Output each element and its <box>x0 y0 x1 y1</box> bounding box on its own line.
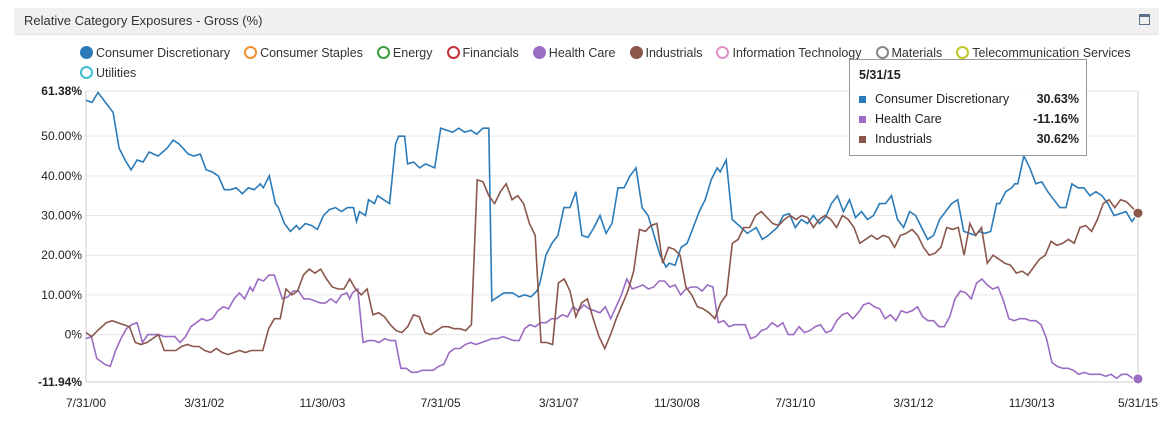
series-lines <box>85 91 1139 380</box>
x-tick-label: 11/30/13 <box>1009 396 1055 410</box>
x-tick-label: 3/31/07 <box>539 396 579 410</box>
chart-legend: Consumer Discretionary Consumer Staples En… <box>80 46 1160 86</box>
x-tick-label: 7/31/00 <box>66 396 106 410</box>
legend-item[interactable]: Utilities <box>80 66 136 80</box>
legend-item[interactable]: Industrials <box>629 46 703 60</box>
y-tick-label: 30.00% <box>41 209 82 223</box>
tooltip-row-value: 30.62% <box>1036 132 1079 146</box>
y-tick-label: 50.00% <box>41 129 82 143</box>
legend-label: Financials <box>462 46 519 60</box>
legend-label: Consumer Staples <box>260 46 363 60</box>
tooltip-date: 5/31/15 <box>859 68 901 82</box>
legend-item[interactable]: Consumer Discretionary <box>80 46 230 60</box>
maximize-icon[interactable] <box>1139 14 1150 25</box>
y-axis-labels: 61.38% 50.00% 40.00% 30.00% 20.00% 10.00% 0% -1… <box>38 84 82 389</box>
legend-item[interactable]: Telecommunication Services <box>956 46 1131 60</box>
legend-label: Telecommunication Services <box>972 46 1131 60</box>
legend-label: Consumer Discretionary <box>96 46 231 60</box>
x-tick-label: 3/31/02 <box>184 396 224 410</box>
tooltip-row: Industrials 30.62% <box>859 132 1079 148</box>
legend-marker-icon <box>80 66 93 79</box>
y-tick-label: 10.00% <box>41 288 82 302</box>
series-line-health-care <box>85 274 1139 380</box>
legend-marker-icon <box>716 46 730 59</box>
x-tick-label: 11/30/08 <box>654 396 700 410</box>
endpoint-industrials <box>1132 207 1144 219</box>
legend-label: Health Care <box>548 46 616 60</box>
legend-marker-icon <box>956 46 970 59</box>
series-endpoints <box>1132 207 1144 385</box>
x-axis-labels: 7/31/00 3/31/02 11/30/03 7/31/05 3/31/07 11/3… <box>66 396 1158 410</box>
legend-label: Utilities <box>96 66 137 80</box>
legend-marker-icon <box>376 46 390 59</box>
legend-marker-icon <box>875 46 889 59</box>
endpoint-health-care <box>1132 373 1144 385</box>
legend-label: Industrials <box>645 46 703 60</box>
legend-marker-icon <box>532 46 546 59</box>
legend-item[interactable]: Materials <box>875 46 943 60</box>
tooltip-row: Consumer Discretionary 30.63% <box>859 92 1079 108</box>
x-tick-label: 7/31/10 <box>775 396 815 410</box>
tooltip-row: Health Care -11.16% <box>859 112 1079 128</box>
tooltip-swatch-2 <box>859 136 866 143</box>
legend-item[interactable]: Consumer Staples <box>244 46 363 60</box>
legend-label: Materials <box>891 46 943 60</box>
y-tick-label: 20.00% <box>41 248 82 262</box>
y-tick-label: 40.00% <box>41 169 82 183</box>
tooltip-row-name: Industrials <box>875 132 932 146</box>
tooltip-row-name: Consumer Discretionary <box>875 92 1010 106</box>
y-tick-label: 0% <box>65 328 83 342</box>
tooltip: 5/31/15 Consumer Discretionary 30.63% He… <box>849 59 1087 156</box>
legend-label: Energy <box>392 46 433 60</box>
tooltip-row-value: -11.16% <box>1033 112 1079 126</box>
legend-item[interactable]: Health Care <box>532 46 616 60</box>
tooltip-swatch-0 <box>859 96 866 103</box>
series-line-consumer-discretionary <box>85 91 1139 303</box>
x-tick-label: 3/31/12 <box>893 396 933 410</box>
legend-marker-icon <box>80 46 93 59</box>
y-tick-label: -11.94% <box>38 375 82 389</box>
x-tick-label: 5/31/15 <box>1118 396 1158 410</box>
y-tick-label: 61.38% <box>41 84 82 98</box>
tooltip-swatch-1 <box>859 116 866 123</box>
x-tick-label: 7/31/05 <box>421 396 461 410</box>
x-tick-label: 11/30/03 <box>299 396 345 410</box>
legend-marker-icon <box>629 46 643 59</box>
chart-header: Relative Category Exposures - Gross (%) <box>14 8 1159 35</box>
legend-item[interactable]: Financials <box>446 46 519 60</box>
legend-item[interactable]: Information Technology <box>716 46 862 60</box>
grid-lines <box>85 90 1139 383</box>
chart-title: Relative Category Exposures - Gross (%) <box>24 13 263 28</box>
legend-item[interactable]: Energy <box>376 46 433 60</box>
tooltip-row-name: Health Care <box>875 112 942 126</box>
tooltip-row-value: 30.63% <box>1036 92 1079 106</box>
legend-label: Information Technology <box>732 46 862 60</box>
legend-marker-icon <box>244 46 258 59</box>
series-line-industrials <box>85 178 1139 356</box>
legend-marker-icon <box>446 46 460 59</box>
